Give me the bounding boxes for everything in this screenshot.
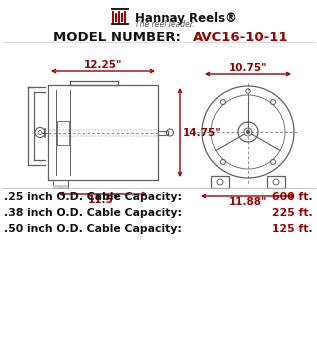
Bar: [121, 13, 123, 21]
Bar: [267, 176, 285, 188]
Text: .38 inch O.D. Cable Capacity:: .38 inch O.D. Cable Capacity:: [4, 208, 182, 218]
Bar: [111, 8, 129, 10]
Text: 125 ft.: 125 ft.: [272, 224, 313, 234]
Bar: [115, 13, 117, 21]
Text: 225 ft.: 225 ft.: [272, 208, 313, 218]
Bar: [118, 10, 120, 23]
Bar: [53, 180, 68, 188]
Text: MODEL NUMBER:: MODEL NUMBER:: [53, 31, 185, 44]
Text: 10.75": 10.75": [229, 63, 267, 73]
Text: 14.75": 14.75": [183, 127, 222, 138]
Text: The reel leader.: The reel leader.: [135, 20, 195, 29]
Text: 600 ft.: 600 ft.: [272, 192, 313, 202]
Text: 12.25": 12.25": [84, 60, 122, 70]
Text: .50 inch O.D. Cable Capacity:: .50 inch O.D. Cable Capacity:: [4, 224, 182, 234]
Bar: [124, 10, 126, 23]
Bar: [211, 176, 229, 188]
Text: 11.5": 11.5": [87, 195, 119, 205]
Text: AVC16-10-11: AVC16-10-11: [193, 31, 288, 44]
Circle shape: [247, 131, 249, 133]
Bar: [57, 120, 69, 145]
Bar: [112, 10, 114, 23]
Text: Hannay Reels®: Hannay Reels®: [135, 12, 237, 25]
Bar: [111, 23, 129, 25]
Text: 11.88": 11.88": [229, 197, 267, 207]
Bar: [53, 185, 68, 188]
Text: .25 inch O.D. Cable Capacity:: .25 inch O.D. Cable Capacity:: [4, 192, 182, 202]
